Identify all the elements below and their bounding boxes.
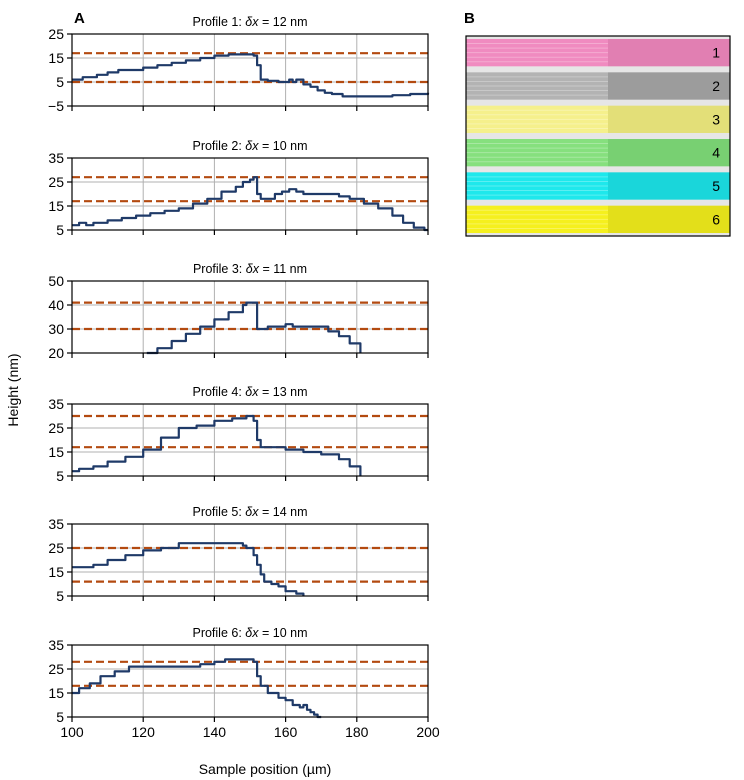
profile-4-frame [71, 403, 429, 477]
y-tick-label: 5 [56, 709, 64, 725]
strip-3-right [608, 105, 730, 133]
profile-6-chart: Profile 6: δx = 10 nm 5 15 25 35 100 120 140 160… [48, 626, 439, 740]
x-tick-label: 100 [60, 724, 84, 740]
y-tick-label: 25 [48, 540, 64, 556]
profile-6-frame [71, 644, 429, 718]
y-tick-label: 25 [48, 174, 64, 190]
strip-5-label: 5 [712, 178, 720, 194]
strip-4-label: 4 [712, 145, 720, 161]
x-tick-label: 120 [132, 724, 156, 740]
y-tick-label: 20 [48, 345, 64, 361]
strip-2-label: 2 [712, 78, 720, 94]
y-tick-label: 35 [48, 396, 64, 412]
profile-4-chart: Profile 4: δx = 13 nm 5 15 25 35 [48, 385, 429, 484]
x-tick-label: 180 [345, 724, 369, 740]
y-tick-label: 15 [48, 564, 64, 580]
profile-1-line [72, 53, 430, 98]
y-tick-label: 25 [48, 661, 64, 677]
profile-5-title: Profile 5: δx = 14 nm [192, 505, 307, 519]
strip-2-right [608, 72, 730, 100]
x-tick-label: 140 [203, 724, 227, 740]
profile-6-line [72, 658, 322, 719]
y-tick-label: 25 [48, 26, 64, 42]
strip-background [466, 36, 730, 236]
profile-3-chart: Profile 3: δx = 11 nm 20 30 40 50 [48, 262, 429, 361]
strip-1-label: 1 [712, 45, 720, 61]
strip-5-right [608, 172, 730, 200]
y-tick-label: 35 [48, 637, 64, 653]
profile-6-title: Profile 6: δx = 10 nm [192, 626, 307, 640]
profile-2-chart: Profile 2: δx = 10 nm 5 15 25 35 [48, 139, 429, 238]
x-tick-label: 200 [416, 724, 440, 740]
strip-4-left [466, 139, 608, 167]
y-tick-label: 35 [48, 516, 64, 532]
profile-4-title: Profile 4: δx = 13 nm [192, 385, 307, 399]
strip-2-left [466, 72, 608, 100]
profile-2-line [72, 176, 428, 232]
profile-5-frame [71, 523, 429, 597]
profile-5-chart: Profile 5: δx = 14 nm 5 15 25 35 [48, 505, 429, 604]
strip-frame [465, 35, 731, 237]
y-tick-label: 35 [48, 150, 64, 166]
profile-1-title: Profile 1: δx = 12 nm [192, 15, 307, 29]
y-tick-label: −5 [48, 98, 64, 114]
shared-xlabel: Sample position (µm) [199, 761, 332, 777]
panel-b-letter: B [464, 10, 475, 27]
y-tick-label: 5 [56, 468, 64, 484]
y-tick-label: 15 [48, 198, 64, 214]
y-tick-label: 30 [48, 321, 64, 337]
profile-1-frame [71, 33, 429, 107]
y-tick-label: 5 [56, 74, 64, 90]
y-tick-label: 50 [48, 273, 64, 289]
panel-b-strips: 1 2 3 4 5 6 [465, 35, 731, 237]
profile-2-frame [71, 157, 429, 231]
profile-2-title: Profile 2: δx = 10 nm [192, 139, 307, 153]
panel-a-letter: A [74, 10, 85, 27]
strip-1-left [466, 39, 608, 67]
profile-5-line [72, 542, 305, 596]
x-tick-label: 160 [274, 724, 298, 740]
profile-4-line [72, 414, 362, 476]
profile-3-title: Profile 3: δx = 11 nm [193, 262, 307, 276]
strip-3-label: 3 [712, 111, 720, 127]
strip-4-right [608, 139, 730, 167]
strip-6-right [608, 205, 730, 233]
profile-1-chart: Profile 1: δx = 12 nm −5 5 15 25 [48, 15, 430, 114]
y-tick-label: 40 [48, 297, 64, 313]
y-tick-label: 5 [56, 588, 64, 604]
y-tick-label: 25 [48, 420, 64, 436]
profile-3-line [146, 301, 362, 355]
y-tick-label: 15 [48, 685, 64, 701]
strip-1-right [608, 39, 730, 67]
strip-3-left [466, 105, 608, 133]
strip-6-label: 6 [712, 211, 720, 227]
y-tick-label: 15 [48, 444, 64, 460]
y-tick-label: 15 [48, 50, 64, 66]
y-tick-label: 5 [56, 222, 64, 238]
profile-3-frame [71, 280, 429, 354]
strip-6-left [466, 205, 608, 233]
shared-ylabel: Height (nm) [5, 353, 21, 426]
strip-5-left [466, 172, 608, 200]
